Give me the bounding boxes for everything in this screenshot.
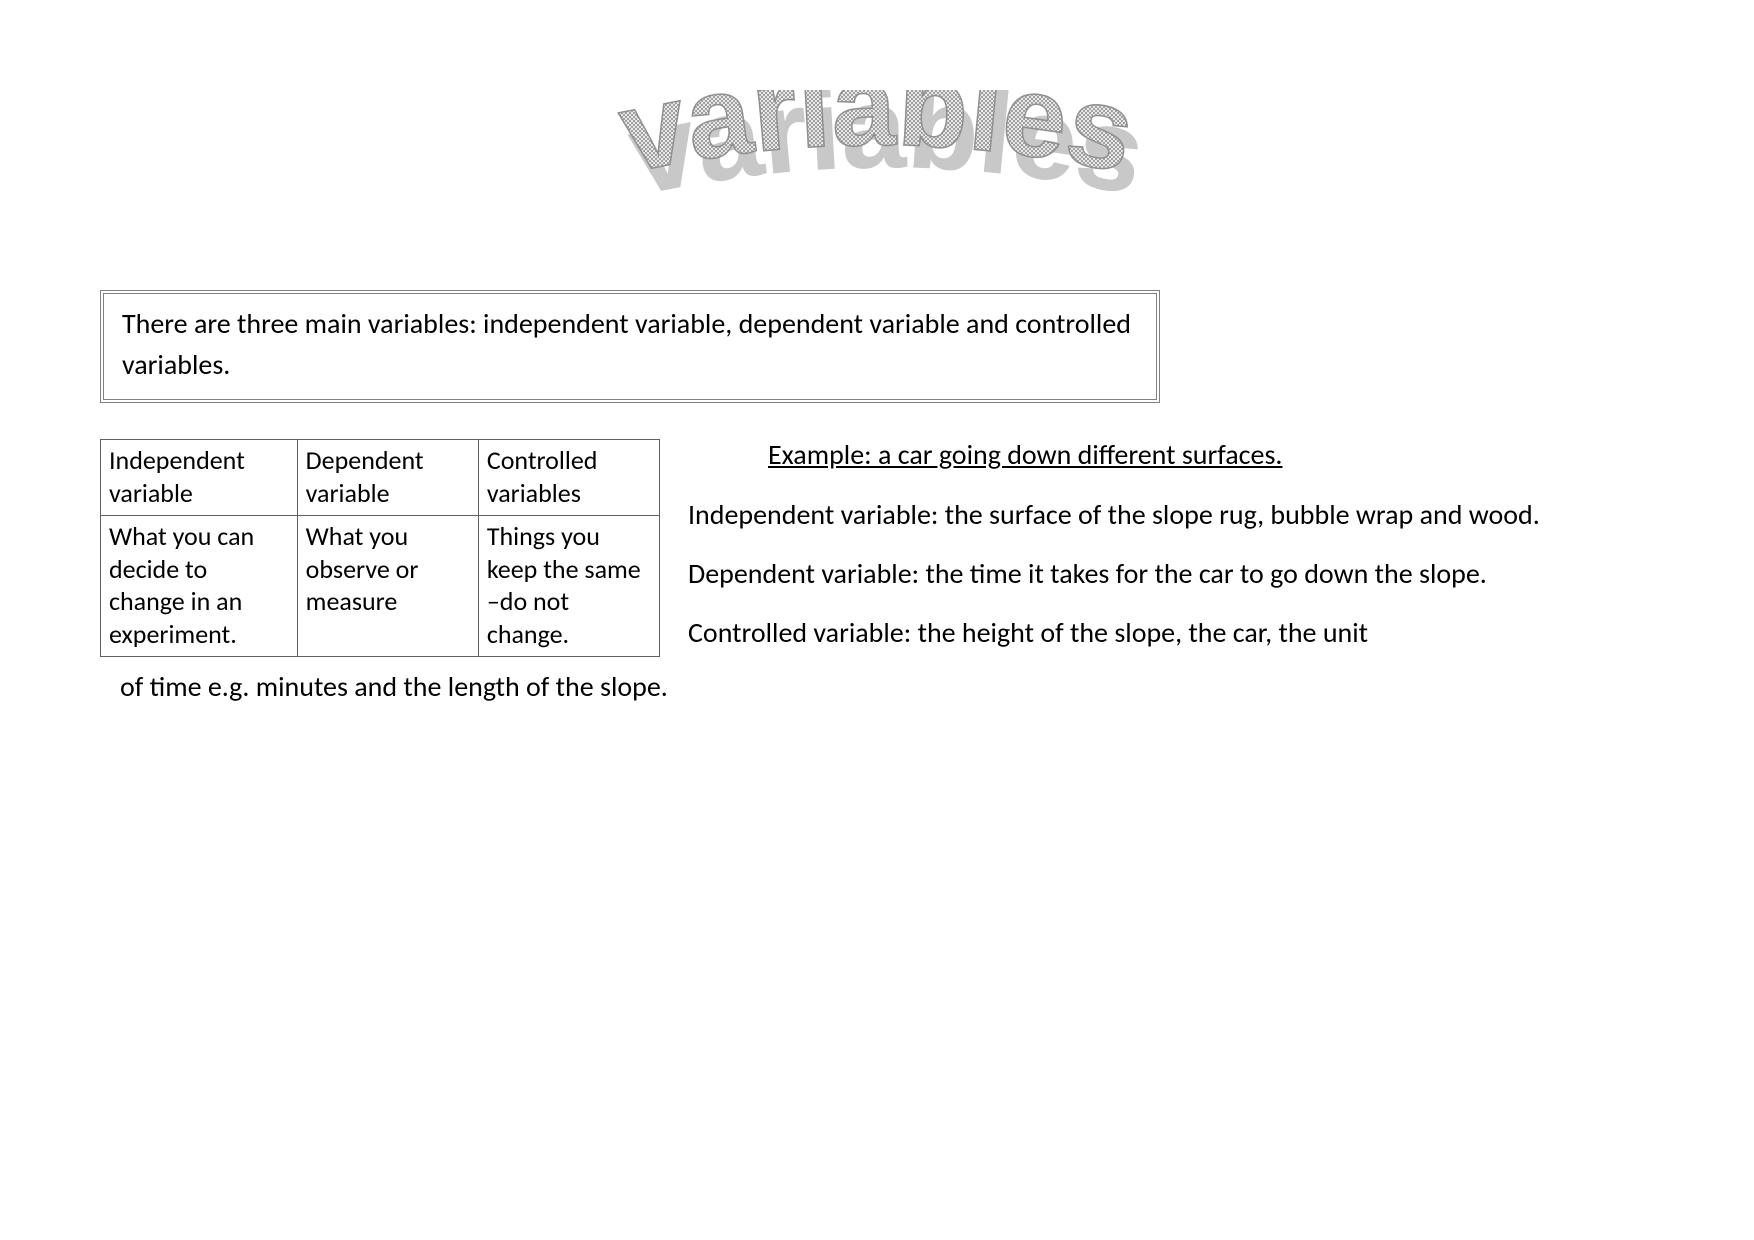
example-controlled-line1: Controlled variable: the height of the s… (688, 611, 1654, 654)
intro-box: There are three main variables: independ… (100, 290, 1160, 403)
variables-wordart-icon: variables variables (387, 90, 1367, 260)
example-dependent: Dependent variable: the time it takes fo… (688, 552, 1654, 595)
table-header-cell: Dependent variable (297, 440, 478, 516)
table-cell: Things you keep the same –do not change. (478, 516, 659, 657)
table-header-cell: Controlled variables (478, 440, 659, 516)
table-header-cell: Independent variable (101, 440, 298, 516)
variables-table: Independent variable Dependent variable … (100, 439, 660, 657)
example-heading: Example: a car going down different surf… (768, 433, 1654, 476)
table-cell: What you observe or measure (297, 516, 478, 657)
table-cell: What you can decide to change in an expe… (101, 516, 298, 657)
example-independent: Independent variable: the surface of the… (688, 493, 1654, 536)
intro-text: There are three main variables: independ… (122, 306, 1131, 382)
example-controlled-line2: of time e.g. minutes and the length of t… (120, 665, 1654, 708)
table-row: Independent variable Dependent variable … (101, 440, 660, 516)
example-block: Example: a car going down different surf… (688, 433, 1654, 671)
wordart-title: variables variables (100, 90, 1654, 240)
content-row: Independent variable Dependent variable … (100, 433, 1654, 671)
table-row: What you can decide to change in an expe… (101, 516, 660, 657)
